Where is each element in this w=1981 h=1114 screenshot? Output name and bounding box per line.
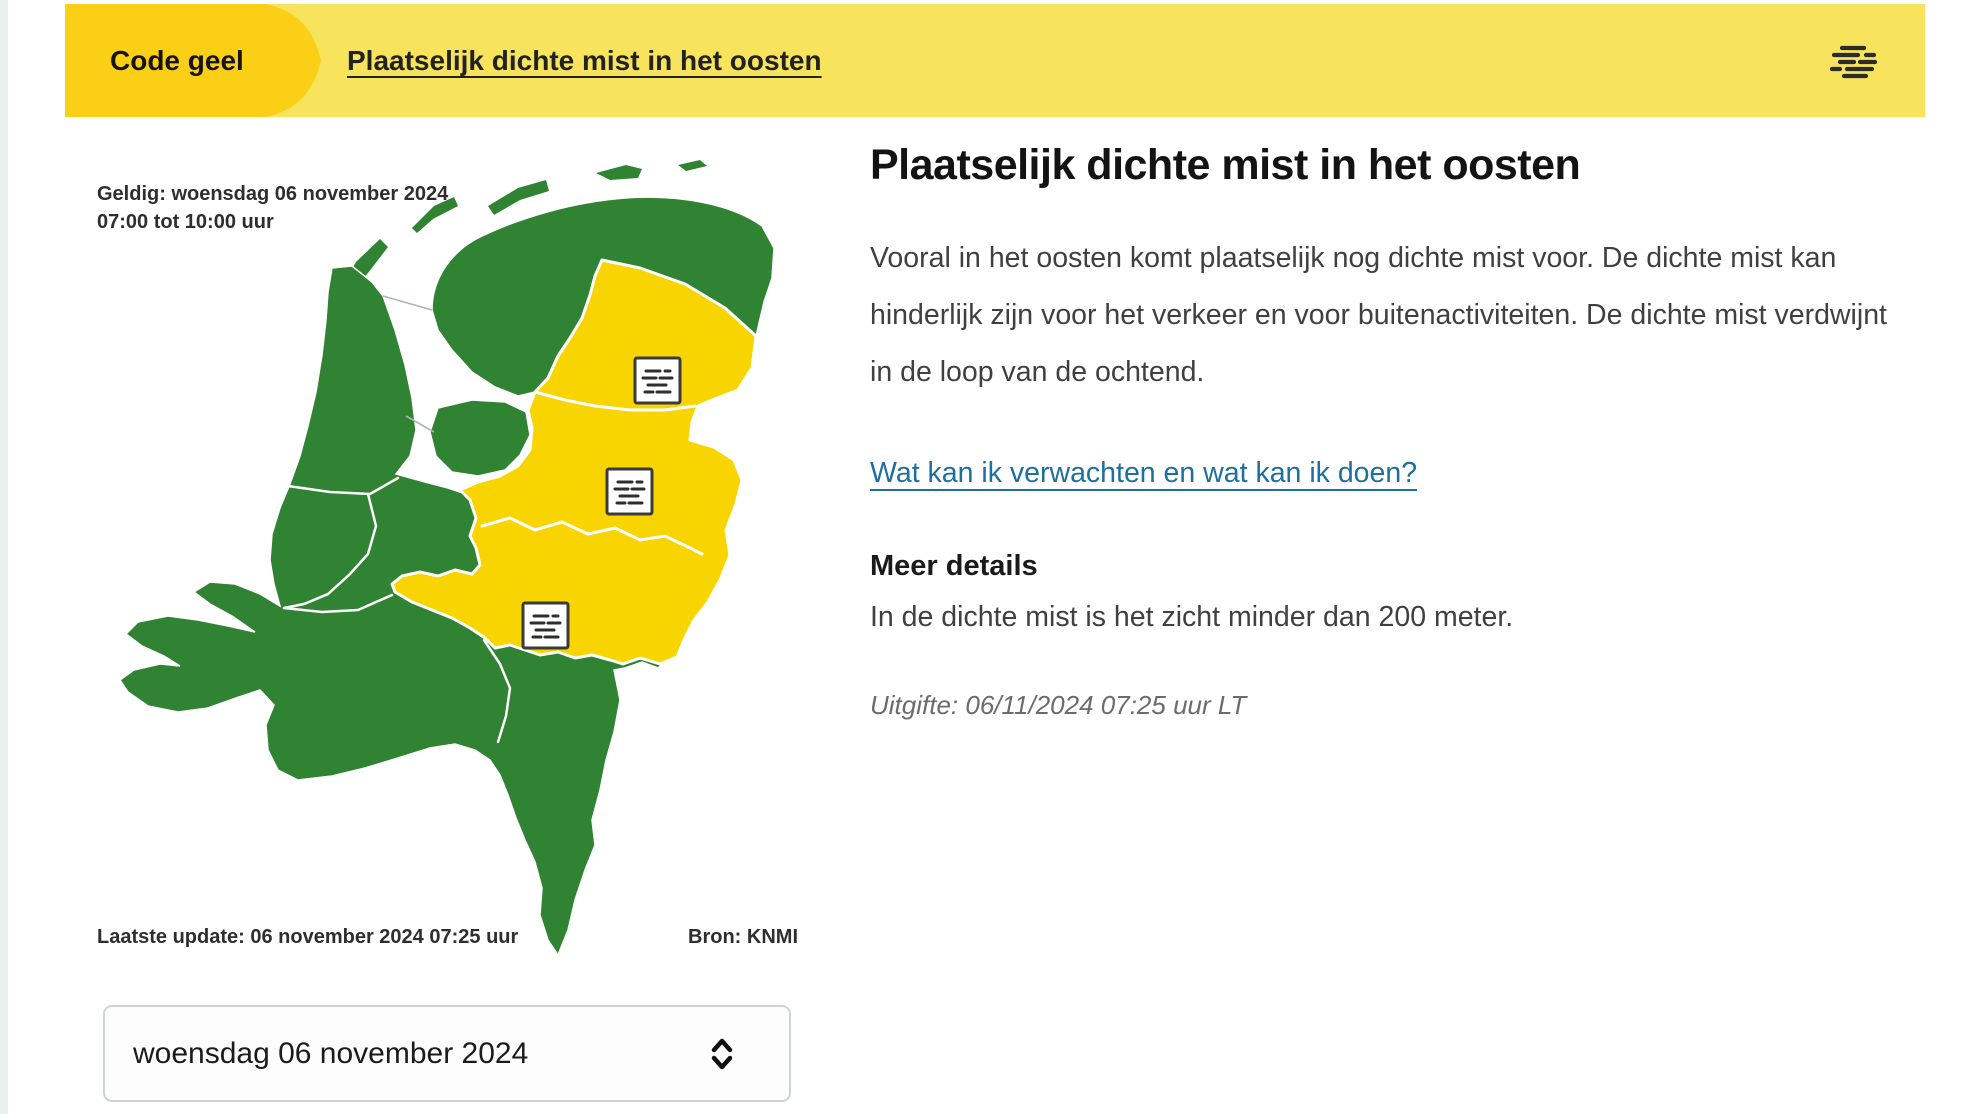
warning-banner: Code geel Plaatselijk dichte mist in het… — [65, 4, 1925, 117]
page-title: Plaatselijk dichte mist in het oosten — [870, 141, 1581, 189]
code-geel-tab-shape — [65, 4, 321, 117]
map-last-update: Laatste update: 06 november 2024 07:25 u… — [97, 926, 519, 948]
details-body: In de dichte mist is het zicht minder da… — [870, 601, 1514, 633]
map-fog-marker-overijssel — [605, 467, 654, 516]
issued-timestamp: Uitgifte: 06/11/2024 07:25 uur LT — [870, 690, 1247, 720]
what-can-i-do-link[interactable]: Wat kan ik verwachten en wat kan ik doen… — [870, 457, 1418, 489]
date-select[interactable]: woensdag 06 november 2024 — [103, 1005, 791, 1102]
map-source: Bron: KNMI — [688, 926, 798, 948]
map-validity-line1: Geldig: woensdag 06 november 2024 — [97, 183, 449, 205]
map-province-borders-warning — [480, 390, 704, 556]
details-heading: Meer details — [870, 550, 1038, 582]
warning-article: Plaatselijk dichte mist in het oosten Vo… — [870, 140, 1915, 721]
map-validity-line2: 07:00 tot 10:00 uur — [97, 211, 274, 233]
fog-icon — [1829, 45, 1878, 79]
left-edge-strip — [0, 0, 8, 1114]
code-geel-label: Code geel — [110, 44, 244, 76]
wadden-islands — [336, 160, 707, 300]
map-dike-lines — [382, 295, 435, 433]
map-fog-marker-gelderland — [521, 601, 570, 650]
map-validity-caption: Geldig: woensdag 06 november 2024 07:00 … — [97, 180, 448, 236]
banner-warning-link[interactable]: Plaatselijk dichte mist in het oosten — [347, 44, 822, 76]
map-province-borders — [282, 476, 512, 744]
netherlands-map — [118, 160, 775, 957]
warning-description: Vooral in het oosten komt plaatselijk no… — [870, 242, 1887, 388]
warning-map: Geldig: woensdag 06 november 2024 07:00 … — [80, 140, 820, 980]
up-down-chevron-icon — [711, 1038, 733, 1069]
map-fog-marker-drenthe — [633, 356, 682, 405]
map-region-flevoland — [429, 399, 531, 477]
date-select-value: woensdag 06 november 2024 — [133, 1036, 529, 1070]
